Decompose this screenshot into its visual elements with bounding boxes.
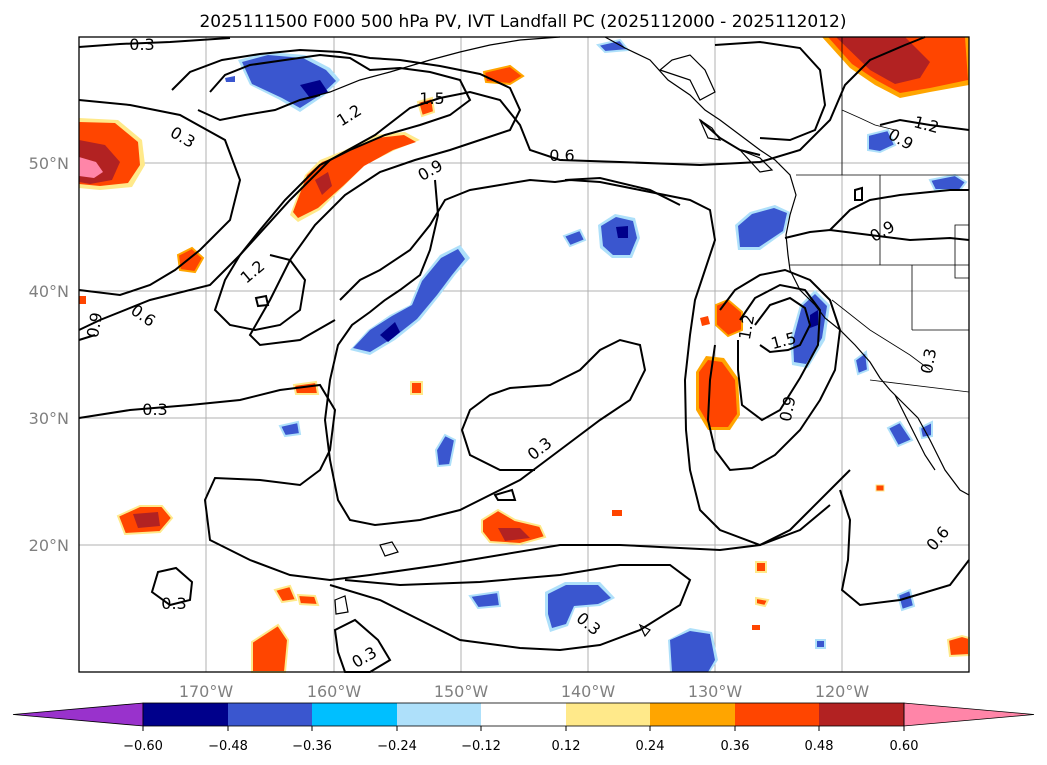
figure-title: 2025111500 F000 500 hPa PV, IVT Landfall… — [199, 12, 846, 32]
contour-label: 0.3 — [129, 35, 154, 54]
map-frame — [78, 36, 970, 673]
colorbar-segment — [228, 703, 312, 726]
state-borders — [790, 37, 970, 393]
colorbar-segment — [312, 703, 397, 726]
lon-label: 150°W — [434, 682, 489, 701]
colorbar-extend-min — [12, 702, 144, 727]
lon-label: 120°W — [815, 682, 870, 701]
colorbar-extend-max — [903, 702, 1035, 727]
pv-shading — [79, 37, 970, 673]
map-background — [79, 37, 969, 672]
colorbar-tick-label: 0.36 — [721, 739, 750, 754]
contour-label: 0.9 — [776, 394, 800, 423]
colorbar: −0.60 −0.48 −0.36 −0.24 −0.12 0.12 0.24 … — [12, 702, 1035, 754]
colorbar-tick-label: 0.48 — [805, 739, 834, 754]
colorbar-segment — [566, 703, 650, 726]
contour-label: 0.9 — [83, 311, 106, 339]
colorbar-segment — [397, 703, 481, 726]
colorbar-segment — [819, 703, 904, 726]
colorbar-tick-label: −0.60 — [123, 739, 163, 754]
contour-label: 0.3 — [142, 400, 167, 419]
lat-label: 40°N — [29, 282, 69, 301]
colorbar-tick-label: 0.12 — [552, 739, 581, 754]
contour-label: 1.2 — [735, 313, 758, 341]
colorbar-segment — [143, 703, 228, 726]
lon-label: 160°W — [307, 682, 362, 701]
longitude-labels: 170°W 160°W 150°W 140°W 130°W 120°W — [179, 682, 870, 701]
colorbar-tick-label: −0.36 — [292, 739, 332, 754]
colorbar-segment — [735, 703, 819, 726]
contour-label: 0.3 — [917, 347, 940, 375]
lon-label: 140°W — [561, 682, 616, 701]
lat-label: 20°N — [29, 536, 69, 555]
colorbar-outline — [142, 702, 905, 727]
colorbar-tick-label: 0.24 — [636, 739, 665, 754]
contour-label: 1.5 — [419, 89, 444, 108]
colorbar-tick-marks — [142, 726, 905, 731]
contour-label: 0.3 — [161, 594, 186, 613]
colorbar-tick-label: −0.12 — [461, 739, 501, 754]
colorbar-tick-label: −0.24 — [377, 739, 417, 754]
map-panel: 0.3 1.5 1.2 0.3 0.6 0.9 1.2 0.6 0.9 0.3 … — [78, 35, 970, 673]
colorbar-tick-label: −0.48 — [208, 739, 248, 754]
latitude-labels: 50°N 40°N 30°N 20°N — [29, 154, 69, 555]
gridlines — [79, 37, 969, 672]
lon-label: 130°W — [688, 682, 743, 701]
colorbar-segment — [481, 703, 566, 726]
lat-label: 50°N — [29, 154, 69, 173]
lat-label: 30°N — [29, 409, 69, 428]
lon-label: 170°W — [179, 682, 234, 701]
colorbar-tick-label: 0.60 — [890, 739, 919, 754]
contour-label: 0.6 — [549, 146, 574, 165]
colorbar-segment — [650, 703, 735, 726]
pv-contours — [78, 36, 970, 673]
